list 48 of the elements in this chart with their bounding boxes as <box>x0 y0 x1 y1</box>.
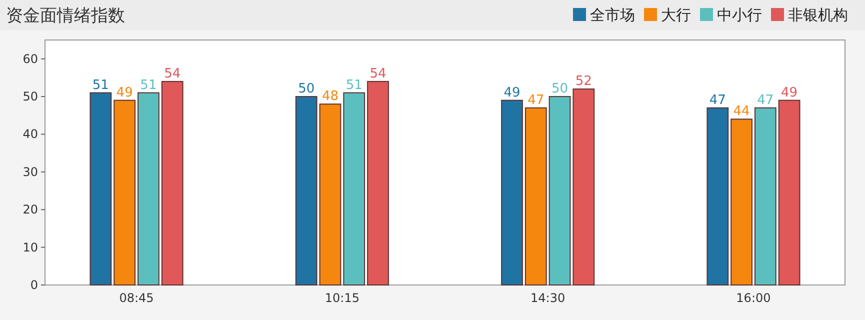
y-tick-label: 0 <box>30 278 38 292</box>
data-label: 50 <box>551 82 568 97</box>
y-tick-label: 40 <box>22 127 38 142</box>
bar <box>295 96 318 286</box>
data-label: 51 <box>140 78 157 93</box>
data-label: 49 <box>781 85 798 100</box>
bar <box>754 107 776 286</box>
data-label: 48 <box>322 89 339 104</box>
data-label: 47 <box>757 92 774 108</box>
legend-label: 中小行 <box>717 6 762 24</box>
bar <box>706 107 729 286</box>
bar <box>367 80 389 286</box>
bar <box>319 104 342 286</box>
y-tick-label: 20 <box>22 202 38 217</box>
data-label: 49 <box>504 85 520 100</box>
data-label: 51 <box>346 78 362 93</box>
data-label: 54 <box>164 66 181 82</box>
y-tick-label: 60 <box>22 52 38 66</box>
bar <box>572 88 595 286</box>
y-tick-label: 10 <box>22 240 38 254</box>
x-tick-label: 14:30 <box>530 291 566 305</box>
bar <box>114 100 136 286</box>
chart-title: 资金面情绪指数 <box>6 6 125 26</box>
bar <box>343 92 366 286</box>
x-tick-label: 16:00 <box>736 291 771 305</box>
data-label: 47 <box>709 92 726 108</box>
bar <box>161 80 184 286</box>
data-label: 47 <box>528 92 544 108</box>
data-label: 52 <box>575 74 592 89</box>
bar <box>730 118 752 286</box>
legend-label: 全市场 <box>590 6 635 24</box>
data-label: 54 <box>370 66 386 82</box>
data-label: 50 <box>298 82 315 97</box>
y-tick-label: 30 <box>22 164 38 179</box>
legend-label: 大行 <box>661 6 691 24</box>
x-tick-label: 08:45 <box>119 291 154 305</box>
x-tick-label: 10:15 <box>324 291 360 305</box>
bar <box>548 96 571 286</box>
y-tick-label: 50 <box>22 90 38 104</box>
data-label: 51 <box>92 78 109 93</box>
data-label: 44 <box>733 104 750 120</box>
bar <box>778 100 800 286</box>
bar <box>90 92 112 286</box>
data-label: 49 <box>116 85 133 100</box>
bar <box>524 107 547 286</box>
legend-label: 非银机构 <box>788 6 848 24</box>
bar <box>501 100 523 286</box>
bar <box>138 92 160 286</box>
